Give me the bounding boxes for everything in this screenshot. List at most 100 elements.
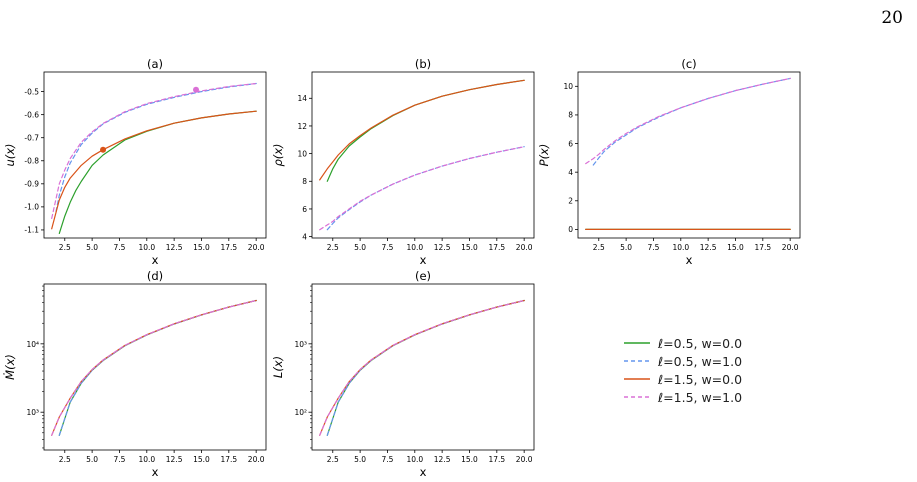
series-line <box>51 110 257 230</box>
x-tick-label: 15.0 <box>727 243 744 252</box>
x-tick-label: 5.0 <box>86 243 98 252</box>
y-tick-label: -0.8 <box>24 157 39 166</box>
y-axis-label: L(x) <box>271 356 285 378</box>
x-tick-label: 17.5 <box>488 243 505 252</box>
x-tick-label: 12.5 <box>434 455 451 464</box>
plot-frame-a <box>43 71 267 239</box>
legend-item: ℓ=0.5, w=1.0 <box>624 352 742 370</box>
legend-swatch <box>624 360 650 362</box>
legend-item: ℓ=0.5, w=0.0 <box>624 334 742 352</box>
legend-item: ℓ=1.5, w=1.0 <box>624 388 742 406</box>
series-line <box>319 79 525 181</box>
x-axis-label: x <box>686 253 693 267</box>
y-axis-label: ρ(x) <box>271 143 285 166</box>
x-tick-label: 15.0 <box>193 243 210 252</box>
x-tick-label: 5.0 <box>354 243 366 252</box>
x-axis-label: x <box>420 465 427 479</box>
x-tick-label: 7.5 <box>113 455 125 464</box>
y-tick-label: 4 <box>568 168 573 177</box>
x-tick-label: 17.5 <box>220 243 237 252</box>
series-line <box>319 299 525 436</box>
plot-frame-b <box>311 71 535 239</box>
x-tick-label: 10.0 <box>672 243 689 252</box>
x-tick-label: 17.5 <box>488 455 505 464</box>
y-tick-label: 10 <box>563 82 573 91</box>
x-tick-label: 20.0 <box>248 243 265 252</box>
x-tick-label: 2.5 <box>59 455 71 464</box>
series-line <box>58 299 257 436</box>
x-axis-label: x <box>152 253 159 267</box>
legend-swatch <box>624 378 650 380</box>
panel-title-c: (c) <box>681 57 696 71</box>
series-line <box>51 299 257 436</box>
page-number: 20 <box>881 8 903 28</box>
y-tick-label: 12 <box>297 122 307 131</box>
x-tick-label: 17.5 <box>754 243 771 252</box>
y-tick-label: 6 <box>568 139 573 148</box>
series-line <box>51 299 257 436</box>
y-tick-label: 6 <box>302 205 307 214</box>
x-tick-label: 2.5 <box>327 243 339 252</box>
y-tick-label: 10² <box>294 408 307 417</box>
series-line <box>55 82 257 213</box>
x-tick-label: 10.0 <box>406 455 423 464</box>
x-tick-label: 2.5 <box>59 243 71 252</box>
y-tick-label: -1.1 <box>24 226 39 235</box>
plot-frame-c <box>577 71 801 239</box>
series-line <box>319 146 525 231</box>
x-tick-label: 10.0 <box>406 243 423 252</box>
y-tick-label: -0.7 <box>24 134 39 143</box>
x-tick-label: 10.0 <box>138 455 155 464</box>
x-tick-label: 15.0 <box>461 455 478 464</box>
y-tick-label: 10³ <box>26 408 39 417</box>
x-tick-label: 20.0 <box>248 455 265 464</box>
x-tick-label: 5.0 <box>86 455 98 464</box>
series-line <box>326 146 525 231</box>
y-axis-label: P(x) <box>537 144 551 167</box>
series-line <box>319 299 525 436</box>
x-tick-label: 12.5 <box>166 243 183 252</box>
panel-title-d: (d) <box>147 269 163 283</box>
legend-label: ℓ=1.5, w=0.0 <box>658 371 743 387</box>
panel-title-b: (b) <box>415 57 431 71</box>
series-line <box>58 110 257 234</box>
x-tick-label: 5.0 <box>620 243 632 252</box>
series-line <box>326 299 525 436</box>
x-tick-label: 10.0 <box>138 243 155 252</box>
x-tick-label: 2.5 <box>593 243 605 252</box>
y-tick-label: 8 <box>568 111 573 120</box>
data-point-marker <box>193 86 200 93</box>
x-tick-label: 12.5 <box>434 243 451 252</box>
y-tick-label: -0.6 <box>24 110 39 119</box>
x-tick-label: 17.5 <box>220 455 237 464</box>
y-tick-label: 10 <box>297 149 307 158</box>
y-tick-label: 8 <box>302 177 307 186</box>
x-axis-label: x <box>152 465 159 479</box>
data-point-marker <box>100 146 107 153</box>
series-line <box>326 79 525 182</box>
legend-swatch <box>624 342 650 344</box>
y-axis-label: u(x) <box>3 143 17 166</box>
legend-item: ℓ=1.5, w=0.0 <box>624 370 742 388</box>
x-tick-label: 7.5 <box>381 455 393 464</box>
x-tick-label: 20.0 <box>516 243 533 252</box>
legend-label: ℓ=0.5, w=0.0 <box>658 335 743 351</box>
x-tick-label: 12.5 <box>166 455 183 464</box>
plot-frame-d <box>43 283 267 451</box>
plot-frame-e <box>311 283 535 451</box>
series-line <box>592 77 791 166</box>
legend-label: ℓ=1.5, w=1.0 <box>658 389 743 405</box>
x-tick-label: 15.0 <box>461 243 478 252</box>
y-tick-label: 0 <box>568 225 573 234</box>
legend-label: ℓ=0.5, w=1.0 <box>658 353 743 369</box>
series-line <box>51 82 257 219</box>
y-tick-label: -1.0 <box>24 203 39 212</box>
y-tick-label: -0.5 <box>24 87 39 96</box>
x-tick-label: 15.0 <box>193 455 210 464</box>
series-line <box>585 77 791 165</box>
legend-swatch <box>624 396 650 398</box>
x-tick-label: 7.5 <box>113 243 125 252</box>
y-tick-label: -0.9 <box>24 180 39 189</box>
x-tick-label: 20.0 <box>516 455 533 464</box>
